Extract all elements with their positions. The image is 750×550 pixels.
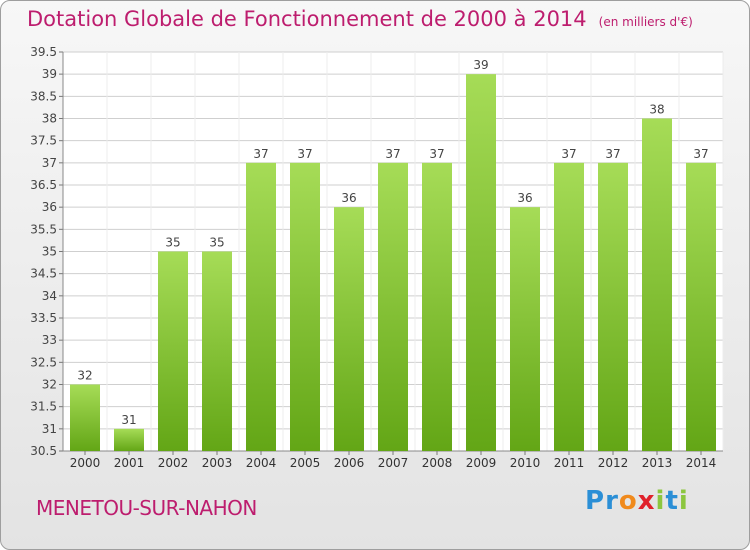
data-label: 37 — [385, 147, 400, 161]
logo-letter: t — [665, 486, 679, 516]
x-tick-label: 2003 — [202, 456, 233, 470]
data-label: 32 — [77, 369, 92, 383]
logo-letter: i — [678, 486, 689, 516]
commune-name: MENETOU-SUR-NAHON — [36, 496, 257, 520]
data-label: 38 — [649, 103, 664, 117]
x-tick-label: 2012 — [598, 456, 629, 470]
bar — [70, 384, 100, 451]
data-label: 35 — [209, 236, 224, 250]
data-label: 31 — [121, 413, 136, 427]
proxiti-logo: Proxiti — [585, 486, 689, 516]
x-tick-label: 2007 — [378, 456, 409, 470]
bar — [334, 207, 364, 451]
data-label: 37 — [429, 147, 444, 161]
logo-letter: x — [637, 486, 656, 516]
y-tick-label: 39.5 — [30, 45, 57, 59]
bar — [422, 162, 452, 452]
bar — [466, 74, 496, 452]
logo-letter: o — [618, 486, 638, 516]
chart-subtitle: (en milliers d'€) — [598, 15, 693, 29]
y-tick-label: 36 — [42, 200, 57, 214]
x-tick-label: 2006 — [334, 456, 365, 470]
x-tick-label: 2005 — [290, 456, 321, 470]
y-tick-label: 32.5 — [30, 355, 57, 369]
y-tick-label: 37.5 — [30, 134, 57, 148]
x-tick-label: 2011 — [554, 456, 585, 470]
bar — [554, 162, 584, 452]
bar — [290, 162, 320, 452]
y-tick-label: 35.5 — [30, 222, 57, 236]
y-tick-label: 33.5 — [30, 311, 57, 325]
y-tick-label: 37 — [42, 156, 57, 170]
bar — [598, 162, 628, 452]
x-tick-label: 2000 — [70, 456, 101, 470]
y-tick-label: 31 — [42, 422, 57, 436]
y-tick-label: 39 — [42, 67, 57, 81]
bar — [642, 118, 672, 451]
y-tick-label: 31.5 — [30, 400, 57, 414]
y-tick-label: 34 — [42, 289, 57, 303]
data-label: 37 — [693, 147, 708, 161]
bar — [158, 251, 188, 451]
data-label: 37 — [561, 147, 576, 161]
data-label: 36 — [517, 191, 532, 205]
x-tick-label: 2014 — [686, 456, 717, 470]
bar — [114, 428, 144, 451]
x-tick-label: 2002 — [158, 456, 189, 470]
x-tick-label: 2008 — [422, 456, 453, 470]
bar — [246, 162, 276, 452]
bar — [378, 162, 408, 452]
chart-title-text: Dotation Globale de Fonctionnement de 20… — [27, 7, 587, 31]
x-tick-label: 2004 — [246, 456, 277, 470]
y-tick-label: 35 — [42, 245, 57, 259]
data-label: 37 — [297, 147, 312, 161]
x-tick-label: 2010 — [510, 456, 541, 470]
data-label: 37 — [605, 147, 620, 161]
logo-letter: P — [585, 486, 606, 516]
bar — [686, 162, 716, 452]
y-tick-label: 34.5 — [30, 267, 57, 281]
data-label: 39 — [473, 58, 488, 72]
data-label: 35 — [165, 236, 180, 250]
y-tick-label: 32 — [42, 378, 57, 392]
bar — [202, 251, 232, 451]
x-tick-label: 2013 — [642, 456, 673, 470]
logo-letter: i — [655, 486, 666, 516]
x-tick-label: 2001 — [114, 456, 145, 470]
y-tick-label: 38.5 — [30, 89, 57, 103]
y-tick-label: 38 — [42, 112, 57, 126]
bar — [510, 207, 540, 451]
x-tick-label: 2009 — [466, 456, 497, 470]
chart-title: Dotation Globale de Fonctionnement de 20… — [27, 7, 693, 31]
y-tick-label: 36.5 — [30, 178, 57, 192]
logo-letter: r — [605, 486, 619, 516]
y-tick-label: 33 — [42, 333, 57, 347]
data-label: 36 — [341, 191, 356, 205]
y-tick-label: 30.5 — [30, 444, 57, 458]
data-label: 37 — [253, 147, 268, 161]
